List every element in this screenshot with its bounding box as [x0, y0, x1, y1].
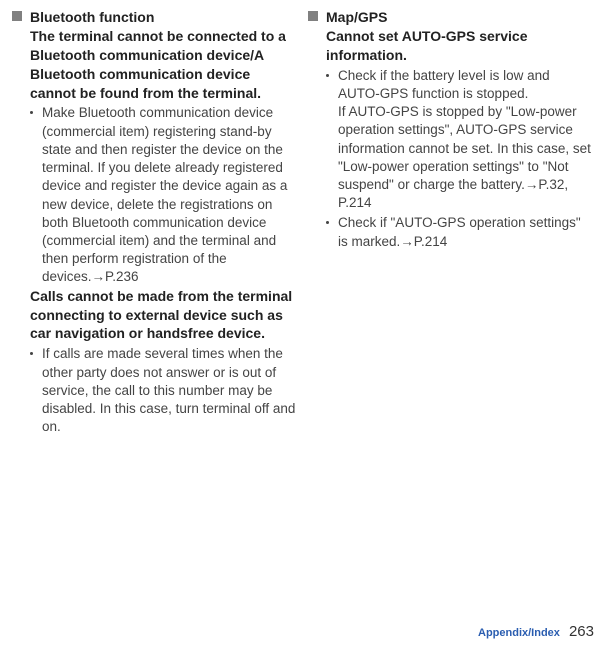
bluetooth-bullet-2: If calls are made several times when the…: [30, 345, 298, 436]
bluetooth-bullet-1-text: Make Bluetooth communication device (com…: [42, 104, 298, 286]
section-marker-icon: [308, 11, 318, 21]
right-column: Map/GPS Cannot set AUTO-GPS service info…: [308, 8, 594, 446]
bluetooth-bullet-2-text: If calls are made several times when the…: [42, 345, 298, 436]
bluetooth-heading: Bluetooth function: [30, 8, 298, 27]
mapgps-bullet-2: Check if "AUTO-GPS operation settings" i…: [326, 214, 594, 250]
mapgps-bullet-1: Check if the battery level is low and AU…: [326, 67, 594, 213]
mapgps-bullet-2-text: Check if "AUTO-GPS operation settings" i…: [338, 214, 594, 250]
footer-page-number: 263: [569, 623, 594, 640]
mapgps-bullet-1b-text: If AUTO-GPS is stopped by "Low-power ope…: [338, 103, 594, 212]
bluetooth-bullet-1: Make Bluetooth communication device (com…: [30, 104, 298, 286]
mapgps-heading: Map/GPS: [326, 8, 594, 27]
footer-section-label: Appendix/Index: [478, 627, 560, 639]
content-columns: Bluetooth function The terminal cannot b…: [0, 0, 606, 446]
mapgps-section: Map/GPS Cannot set AUTO-GPS service info…: [308, 8, 594, 251]
bullet-icon: [30, 111, 33, 114]
bluetooth-problem-2: Calls cannot be made from the terminal c…: [30, 287, 298, 344]
section-marker-icon: [12, 11, 22, 21]
bullet-icon: [326, 74, 329, 77]
bluetooth-problem-1: The terminal cannot be connected to a Bl…: [30, 27, 298, 103]
page-footer: Appendix/Index 263: [478, 623, 594, 640]
mapgps-bullet-1a-text: Check if the battery level is low and AU…: [338, 67, 594, 103]
bluetooth-section: Bluetooth function The terminal cannot b…: [12, 8, 298, 436]
bullet-icon: [30, 352, 33, 355]
left-column: Bluetooth function The terminal cannot b…: [12, 8, 298, 446]
mapgps-problem: Cannot set AUTO-GPS service information.: [326, 27, 594, 65]
bullet-icon: [326, 221, 329, 224]
